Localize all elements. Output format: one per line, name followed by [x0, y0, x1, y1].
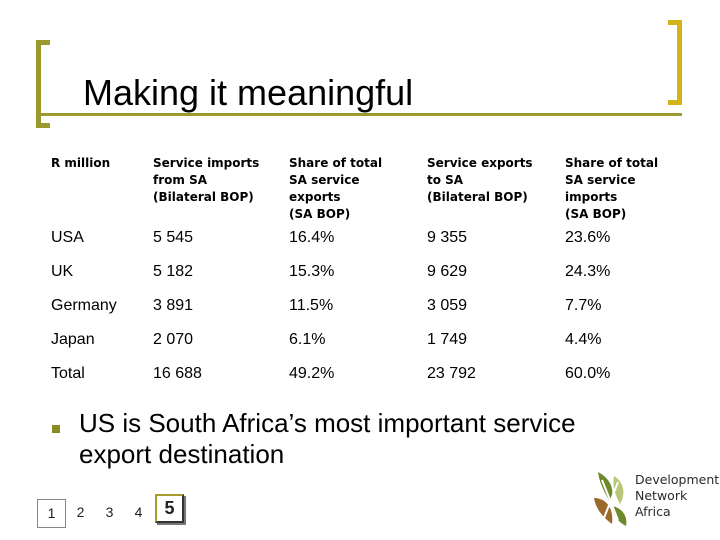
- cell-share-exports: 16.4%: [289, 229, 335, 246]
- cell-share-imports: 60.0%: [565, 365, 611, 382]
- table-row-total: Total 16 688 49.2% 23 792 60.0%: [44, 359, 695, 393]
- cell-share-exports: 6.1%: [289, 331, 326, 348]
- cell-share-imports: 4.4%: [565, 331, 602, 348]
- cell-imports: 2 070: [153, 331, 194, 348]
- cell-share-imports: 24.3%: [565, 263, 611, 280]
- cell-exports: 23 792: [427, 365, 476, 382]
- page-1-button[interactable]: 1: [37, 499, 66, 528]
- cell-exports: 9 355: [427, 229, 468, 246]
- page-4-button[interactable]: 4: [134, 504, 143, 520]
- cell-imports: 3 891: [153, 297, 194, 314]
- table-header-row: R million Service imports from SA (Bilat…: [44, 151, 695, 223]
- cell-country: Japan: [51, 331, 95, 348]
- cell-share-exports: 49.2%: [289, 365, 335, 382]
- slide-title: Making it meaningful: [83, 72, 414, 113]
- header-service-exports: Service exports to SA (Bilateral BOP): [427, 156, 533, 204]
- title-bracket-right: [668, 20, 682, 105]
- page-2-button[interactable]: 2: [76, 504, 85, 520]
- cell-share-exports: 11.5%: [289, 297, 334, 314]
- cell-country: USA: [51, 229, 84, 246]
- page-5-button-current[interactable]: 5: [155, 494, 184, 523]
- cell-exports: 3 059: [427, 297, 468, 314]
- cell-country: Total: [51, 365, 85, 382]
- cell-share-imports: 7.7%: [565, 297, 602, 314]
- cell-imports: 5 182: [153, 263, 194, 280]
- table-row: UK 5 182 15.3% 9 629 24.3%: [44, 257, 695, 291]
- trade-table: R million Service imports from SA (Bilat…: [44, 151, 695, 393]
- cell-exports: 1 749: [427, 331, 468, 348]
- logo-wordmark: Development Network Africa: [635, 472, 720, 519]
- table-row: Japan 2 070 6.1% 1 749 4.4%: [44, 325, 695, 359]
- table-row: Germany 3 891 11.5% 3 059 7.7%: [44, 291, 695, 325]
- header-share-imports: Share of total SA service imports (SA BO…: [565, 156, 659, 221]
- header-r-million: R million: [51, 156, 111, 170]
- cell-exports: 9 629: [427, 263, 468, 280]
- title-underline: [36, 113, 682, 116]
- header-share-exports: Share of total SA service exports (SA BO…: [289, 156, 383, 221]
- bullet-point: US is South Africa’s most important serv…: [79, 408, 576, 469]
- cell-country: Germany: [51, 297, 117, 314]
- cell-imports: 16 688: [153, 365, 202, 382]
- cell-share-exports: 15.3%: [289, 263, 335, 280]
- dna-leaf-icon: [594, 472, 627, 526]
- cell-imports: 5 545: [153, 229, 194, 246]
- title-bracket-left: [36, 40, 50, 128]
- header-service-imports: Service imports from SA (Bilateral BOP): [153, 156, 260, 204]
- bullet-square-icon: [52, 425, 60, 433]
- cell-country: UK: [51, 263, 74, 280]
- page-3-button[interactable]: 3: [105, 504, 114, 520]
- table-row: USA 5 545 16.4% 9 355 23.6%: [44, 223, 695, 257]
- cell-share-imports: 23.6%: [565, 229, 611, 246]
- development-network-africa-logo: Development Network Africa: [588, 468, 720, 528]
